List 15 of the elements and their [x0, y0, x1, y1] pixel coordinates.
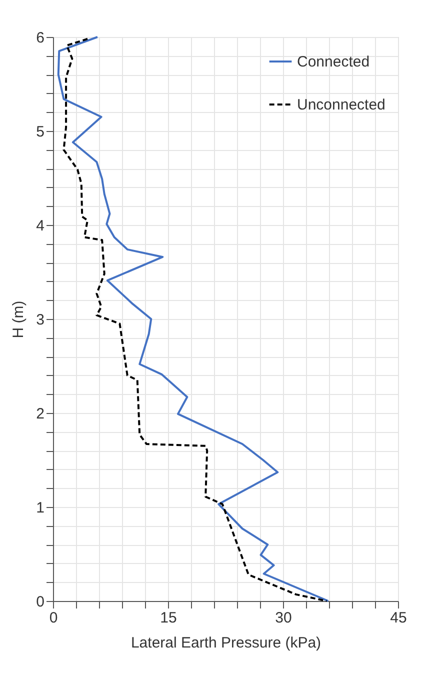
y-axis-title: H (m)	[10, 300, 28, 338]
legend-label: Unconnected	[297, 96, 386, 114]
x-tick-label: 0	[49, 610, 58, 626]
x-tick-label: 30	[275, 610, 292, 626]
y-tick-label: 5	[36, 124, 44, 140]
y-tick-label: 3	[36, 312, 44, 328]
legend-label: Connected	[297, 54, 370, 70]
x-axis-title: Lateral Earth Pressure (kPa)	[130, 634, 322, 652]
y-tick-label: 1	[36, 500, 44, 516]
y-tick-label: 0	[36, 594, 44, 610]
x-tick-label: 45	[390, 610, 407, 626]
y-tick-label: 4	[36, 218, 44, 234]
x-tick-label: 15	[160, 610, 177, 626]
y-tick-label: 2	[36, 406, 44, 422]
y-tick-label: 6	[36, 30, 44, 46]
